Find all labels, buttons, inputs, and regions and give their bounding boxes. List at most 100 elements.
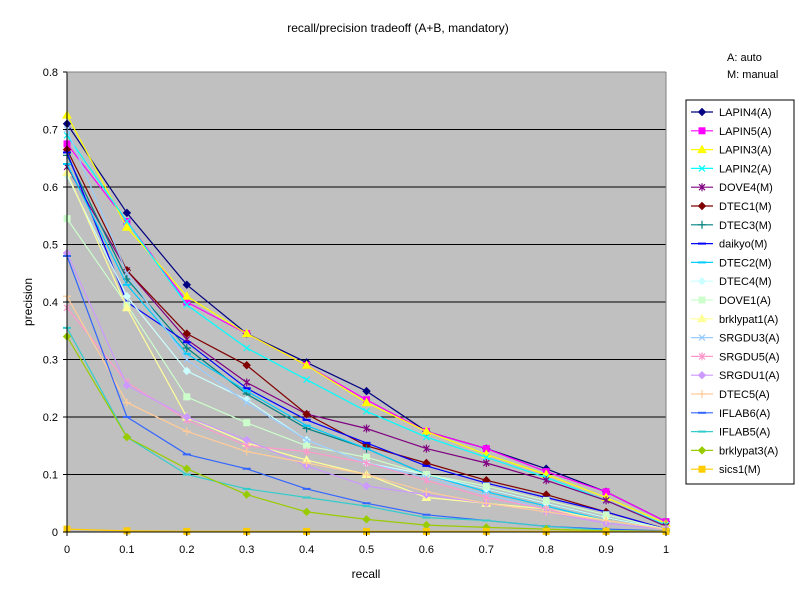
data-point	[183, 356, 191, 363]
x-tick-label: 0.8	[539, 544, 554, 556]
legend-label: LAPIN5(A)	[719, 126, 772, 138]
legend-swatch-marker	[698, 127, 706, 135]
data-point	[602, 496, 610, 505]
data-point	[243, 378, 251, 387]
data-point	[183, 393, 191, 401]
legend-swatch-marker	[698, 164, 706, 172]
data-point	[301, 360, 312, 369]
legend-swatch-marker	[697, 107, 707, 117]
legend-label: DOVE1(A)	[719, 295, 771, 307]
data-point	[182, 344, 191, 352]
data-point	[242, 490, 251, 499]
legend-entry: LAPIN5(A)	[691, 126, 772, 138]
legend-entry: IFLAB5(A)	[691, 427, 770, 439]
legend-entry: brklypat3(A)	[691, 445, 778, 457]
data-point	[602, 516, 611, 525]
x-tick-label: 0.1	[119, 544, 134, 556]
data-point	[362, 515, 371, 524]
legend: LAPIN4(A) LAPIN5(A) LAPIN3(A) LAPIN2(A) DOVE…	[685, 99, 795, 485]
legend-entry: DTEC1(M)	[691, 201, 772, 213]
data-point	[422, 444, 430, 453]
legend-swatch-marker	[698, 220, 706, 229]
legend-entry: daikyo(M)	[691, 239, 767, 251]
legend-label: LAPIN4(A)	[719, 107, 772, 119]
legend-label: SRGDU5(A)	[719, 351, 780, 363]
legend-note-auto: A: auto	[727, 52, 762, 64]
data-point	[122, 398, 131, 407]
y-tick-label: 0.6	[43, 182, 58, 194]
data-point	[363, 424, 370, 433]
legend-swatch-marker	[697, 144, 707, 154]
legend-entry: brklypat1(A)	[691, 313, 778, 326]
data-point	[302, 409, 311, 419]
data-point	[122, 292, 132, 301]
data-point	[123, 218, 131, 225]
data-point	[182, 329, 192, 338]
data-point	[182, 427, 191, 436]
data-point	[243, 399, 251, 407]
data-point	[482, 459, 490, 467]
x-tick-label: 0.5	[359, 544, 374, 556]
data-point	[303, 436, 311, 444]
legend-entry: SRGDU3(A)	[691, 333, 780, 345]
legend-label: DTEC2(M)	[719, 257, 772, 269]
data-point	[302, 459, 311, 467]
legend-label: DTEC4(M)	[719, 276, 772, 288]
data-point	[183, 301, 191, 309]
legend-swatch-marker	[698, 390, 706, 398]
data-point	[122, 381, 132, 390]
data-point	[182, 464, 192, 473]
data-point	[482, 499, 491, 508]
x-tick-label: 0.9	[598, 544, 613, 556]
data-point	[422, 487, 431, 496]
legend-entry: DTEC5(A)	[691, 389, 770, 401]
legend-swatch-marker	[697, 276, 707, 286]
legend-swatch-marker	[698, 465, 706, 473]
x-tick-label: 0.7	[479, 544, 494, 556]
data-point	[303, 376, 311, 384]
legend-entry: SRGDU1(A)	[691, 370, 780, 382]
y-tick-label: 0.3	[43, 355, 58, 367]
legend-label: sics1(M)	[719, 464, 761, 476]
legend-entry: LAPIN3(A)	[691, 144, 772, 157]
y-tick-label: 0.5	[43, 240, 58, 252]
legend-entry: LAPIN4(A)	[691, 107, 772, 119]
y-tick-label: 0.8	[43, 67, 58, 79]
series-19	[63, 525, 670, 535]
legend-entry: DTEC2(M)	[691, 257, 772, 269]
series-15	[63, 292, 670, 534]
y-tick-label: 0.4	[43, 297, 58, 309]
legend-label: SRGDU1(A)	[719, 370, 780, 382]
data-point	[182, 366, 192, 376]
legend-label: DOVE4(M)	[719, 182, 773, 194]
legend-label: SRGDU3(A)	[719, 333, 780, 345]
x-tick-label: 0	[64, 544, 70, 556]
data-point	[363, 407, 370, 415]
x-tick-label: 0.3	[239, 544, 254, 556]
data-point	[542, 476, 550, 485]
data-point	[302, 507, 311, 517]
y-tick-label: 0.1	[43, 470, 58, 482]
legend-swatch-marker	[697, 446, 707, 455]
data-point	[182, 412, 192, 422]
legend-label: DTEC3(M)	[719, 220, 772, 232]
x-tick-label: 0.2	[179, 544, 194, 556]
legend-label: LAPIN3(A)	[719, 145, 772, 157]
legend-label: DTEC5(A)	[719, 389, 770, 401]
data-point	[363, 459, 370, 467]
data-point	[243, 419, 251, 427]
legend-entry: DOVE4(M)	[691, 182, 773, 194]
legend-swatch-marker	[697, 201, 707, 211]
legend-swatch-marker	[698, 296, 706, 304]
data-point	[181, 291, 192, 300]
x-tick-label: 1	[663, 544, 669, 556]
data-point	[182, 280, 192, 289]
legend-label: IFLAB5(A)	[719, 427, 770, 439]
chart-title: recall/precision tradeoff (A+B, mandator…	[287, 21, 509, 35]
data-point	[421, 426, 432, 435]
x-tick-label: 0.6	[419, 544, 434, 556]
legend-label: daikyo(M)	[719, 239, 767, 251]
legend-swatch-marker	[697, 313, 707, 323]
legend-label: DTEC1(M)	[719, 201, 772, 213]
